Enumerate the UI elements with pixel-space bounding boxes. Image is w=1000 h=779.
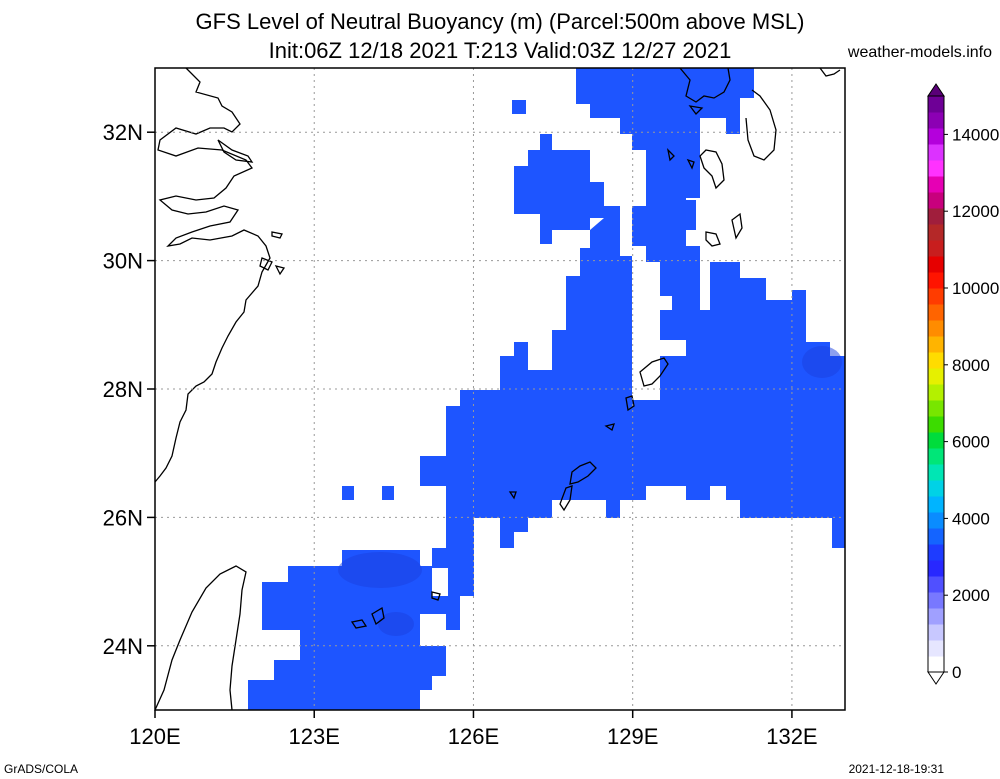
lat-tick-label: 32N	[103, 120, 143, 145]
latitude-axis: 24N 26N 28N 30N 32N	[103, 120, 155, 659]
colorbar-segment	[928, 352, 944, 369]
colorbar-label: 10000	[952, 279, 999, 298]
buoyancy-fill-region	[382, 486, 394, 500]
coastline-ryukyu	[350, 357, 669, 629]
colorbar-segment	[928, 256, 944, 273]
colorbar-segment	[928, 144, 944, 161]
colorbar-segment	[928, 96, 944, 113]
colorbar-label: 2000	[952, 586, 990, 605]
colorbar-label: 4000	[952, 509, 990, 528]
buoyancy-fill-region	[248, 550, 446, 710]
colorbar-segment	[928, 624, 944, 641]
colorbar-segment	[928, 576, 944, 593]
coastline-yangtze-estuary	[217, 139, 254, 163]
lat-tick-label: 30N	[103, 249, 143, 274]
colorbar-segment	[928, 448, 944, 465]
coastlines	[154, 67, 841, 711]
colorbar-segment	[928, 336, 944, 353]
buoyancy-contour-patch	[378, 612, 414, 636]
colorbar-segment	[928, 272, 944, 289]
colorbar: 0 2000 4000 6000 8000 10000 12000 14000	[927, 83, 999, 685]
colorbar-segment	[928, 656, 944, 673]
colorbar-segment	[928, 304, 944, 321]
buoyancy-field	[248, 68, 845, 710]
colorbar-segment	[928, 592, 944, 609]
colorbar-segment	[928, 480, 944, 497]
colorbar-segment	[928, 176, 944, 193]
coastline-shikoku	[745, 67, 841, 161]
colorbar-label: 0	[952, 663, 961, 682]
colorbar-segment	[928, 608, 944, 625]
colorbar-segment	[928, 544, 944, 561]
colorbar-segment	[928, 528, 944, 545]
colorbar-segment	[928, 368, 944, 385]
buoyancy-contour-patch	[338, 552, 422, 588]
colorbar-segment	[928, 384, 944, 401]
lat-tick-label: 28N	[103, 377, 143, 402]
map-area: 120E 123E 126E 129E 132E 24N 26N 28N 30N 32N	[103, 67, 846, 749]
colorbar-segment	[928, 160, 944, 177]
coastline-china	[154, 67, 271, 483]
chart-title-line1: GFS Level of Neutral Buoyancy (m) (Parce…	[195, 9, 805, 34]
colorbar-label: 6000	[952, 433, 990, 452]
colorbar-segment	[928, 320, 944, 337]
buoyancy-fill-region	[666, 196, 676, 242]
coastline-zhoushan	[259, 231, 286, 276]
colorbar-segment	[928, 560, 944, 577]
coastline-kyushu	[666, 67, 743, 247]
colorbar-frame	[927, 95, 945, 673]
colorbar-segment	[928, 512, 944, 529]
lon-tick-label: 129E	[607, 724, 658, 749]
chart-title-line2: Init:06Z 12/18 2021 T:213 Valid:03Z 12/2…	[268, 38, 732, 63]
lon-tick-label: 120E	[129, 724, 180, 749]
colorbar-segment	[928, 192, 944, 209]
buoyancy-fill-region	[686, 200, 696, 230]
credit-label: weather-models.info	[847, 44, 992, 61]
buoyancy-fill-region	[512, 100, 526, 114]
lat-tick-label: 26N	[103, 505, 143, 530]
footer-timestamp: 2021-12-18-19:31	[848, 762, 944, 776]
colorbar-segment	[928, 208, 944, 225]
gridlines	[155, 68, 845, 710]
buoyancy-fill-region	[342, 486, 354, 500]
footer-software-label: GrADS/COLA	[4, 762, 79, 776]
coastline-taiwan	[154, 565, 247, 711]
colorbar-label: 12000	[952, 202, 999, 221]
lon-tick-label: 126E	[448, 724, 499, 749]
colorbar-segment	[928, 416, 944, 433]
colorbar-segment	[928, 464, 944, 481]
lat-tick-label: 24N	[103, 634, 143, 659]
colorbar-segment	[928, 112, 944, 129]
colorbar-high-arrow	[927, 83, 945, 97]
colorbar-segment	[928, 496, 944, 513]
colorbar-segment	[928, 224, 944, 241]
colorbar-segment	[928, 240, 944, 257]
buoyancy-fill-region	[420, 68, 845, 630]
colorbar-segment	[928, 400, 944, 417]
colorbar-label: 14000	[952, 125, 999, 144]
colorbar-segment	[928, 288, 944, 305]
lon-tick-label: 132E	[766, 724, 817, 749]
colorbar-low-arrow	[927, 671, 945, 685]
colorbar-segment	[928, 640, 944, 657]
colorbar-segment	[928, 128, 944, 145]
longitude-axis: 120E 123E 126E 129E 132E	[129, 710, 818, 749]
buoyancy-contour-patch	[802, 346, 842, 378]
colorbar-label: 8000	[952, 356, 990, 375]
colorbar-segment	[928, 432, 944, 449]
lon-tick-label: 123E	[289, 724, 340, 749]
